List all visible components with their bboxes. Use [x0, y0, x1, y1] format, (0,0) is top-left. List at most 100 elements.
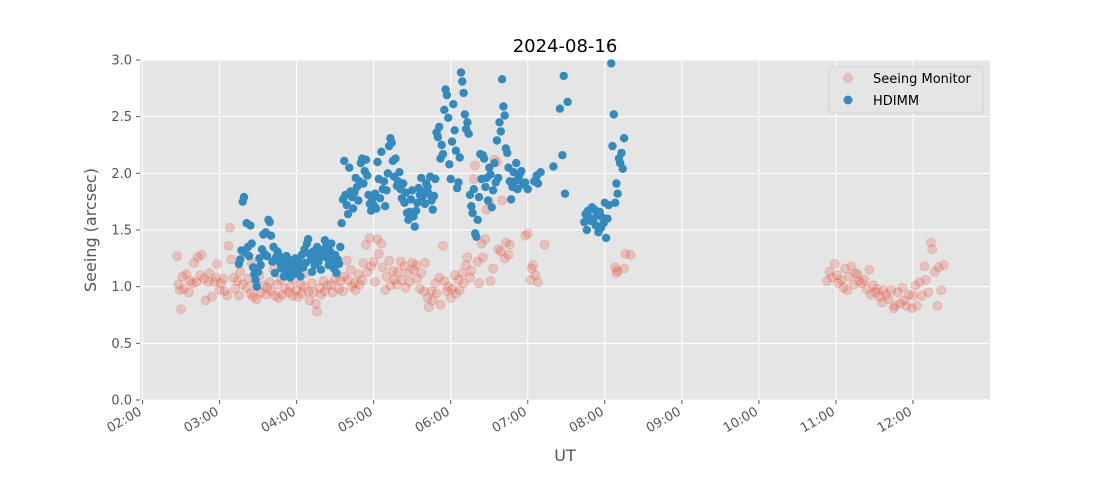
seeing-monitor-point: [827, 272, 838, 283]
hdimm-point: [445, 160, 454, 169]
hdimm-point: [536, 168, 545, 177]
hdimm-point: [467, 202, 476, 211]
seeing-monitor-point: [888, 303, 899, 314]
hdimm-point: [316, 265, 326, 274]
seeing-monitor-point: [414, 283, 425, 294]
seeing-monitor-point: [318, 276, 329, 286]
seeing-monitor-point: [449, 270, 460, 281]
seeing-monitor-point: [192, 252, 203, 263]
seeing-monitor-point: [443, 281, 454, 292]
seeing-monitor-point: [299, 281, 310, 292]
seeing-monitor-point: [925, 237, 936, 248]
seeing-monitor-point: [251, 294, 262, 305]
seeing-monitor-point: [310, 298, 321, 309]
hdimm-point: [486, 170, 495, 179]
seeing-monitor-point: [361, 239, 371, 250]
hdimm-point: [446, 174, 455, 184]
seeing-monitor-point: [277, 289, 288, 300]
seeing-monitor-point: [206, 291, 217, 302]
seeing-monitor-point: [224, 222, 235, 233]
seeing-monitor-point: [461, 260, 472, 271]
seeing-monitor-point: [322, 280, 333, 291]
hdimm-point: [555, 104, 565, 113]
hdimm-point: [494, 173, 503, 183]
seeing-monitor-point: [910, 280, 921, 291]
seeing-monitor-point: [539, 239, 550, 250]
hdimm-point: [345, 163, 354, 172]
legend-marker-hdimm: [843, 95, 853, 105]
hdimm-point: [382, 186, 391, 195]
seeing-monitor-point: [848, 279, 859, 290]
hdimm-point: [517, 166, 526, 176]
hdimm-point: [391, 154, 400, 163]
seeing-monitor-point: [493, 244, 504, 255]
seeing-monitor-point: [215, 278, 226, 289]
seeing-monitor-point: [341, 255, 352, 266]
seeing-monitor-point: [266, 286, 276, 297]
seeing-monitor-point: [465, 272, 475, 283]
seeing-monitor-point: [533, 277, 543, 288]
hdimm-point: [512, 158, 521, 168]
seeing-monitor-point: [380, 285, 391, 296]
seeing-monitor-point: [204, 268, 215, 279]
hdimm-point: [612, 179, 621, 188]
seeing-monitor-point: [223, 240, 234, 251]
seeing-monitor-point: [241, 282, 252, 293]
seeing-monitor-point: [181, 269, 192, 280]
seeing-monitor-point: [316, 289, 326, 300]
seeing-monitor-point: [319, 286, 330, 297]
hdimm-point: [469, 185, 478, 194]
seeing-monitor-point: [372, 234, 383, 245]
seeing-monitor-point: [454, 285, 465, 296]
seeing-monitor-point: [530, 270, 541, 281]
hdimm-point: [401, 188, 410, 197]
hdimm-point: [438, 149, 448, 159]
hdimm-point: [472, 232, 481, 241]
seeing-monitor-point: [522, 228, 533, 239]
legend: Seeing Monitor HDIMM: [828, 66, 984, 114]
hdimm-point: [447, 137, 457, 146]
hdimm-point: [372, 204, 381, 213]
seeing-monitor-point: [886, 285, 897, 296]
seeing-monitor-point: [503, 249, 514, 260]
hdimm-point: [361, 155, 371, 164]
hdimm-point: [359, 179, 368, 188]
seeing-monitor-point: [403, 268, 414, 279]
seeing-monitor-point: [291, 285, 302, 296]
hdimm-point: [437, 140, 446, 150]
hdimm-point: [420, 199, 430, 209]
hdimm-point: [410, 222, 419, 231]
hdimm-point: [521, 178, 530, 187]
seeing-monitor-point: [839, 263, 850, 274]
seeing-monitor-point: [899, 295, 909, 306]
hdimm-point: [449, 100, 458, 109]
seeing-monitor-point: [303, 286, 314, 297]
hdimm-point: [490, 158, 499, 168]
seeing-monitor-point: [283, 287, 294, 298]
seeing-monitor-point: [450, 288, 461, 299]
hdimm-point: [375, 194, 385, 203]
seeing-monitor-point: [345, 264, 356, 275]
hdimm-point: [239, 192, 249, 202]
y-tick-label: 2.5: [111, 110, 132, 125]
seeing-monitor-point: [304, 295, 315, 306]
seeing-monitor-point: [525, 274, 536, 285]
hdimm-point: [400, 198, 409, 207]
seeing-monitor-point: [210, 272, 221, 283]
seeing-monitor-point: [219, 286, 230, 297]
seeing-monitor-point: [854, 276, 864, 286]
seeing-monitor-point: [200, 295, 211, 306]
legend-label-seeing-monitor: Seeing Monitor: [873, 72, 972, 87]
hdimm-point: [464, 129, 473, 138]
hdimm-point: [343, 209, 353, 219]
seeing-monitor-point: [470, 160, 481, 171]
seeing-monitor-point: [488, 263, 499, 274]
seeing-monitor-point: [228, 272, 239, 283]
seeing-monitor-point: [248, 291, 258, 302]
hdimm-point: [381, 202, 390, 211]
seeing-monitor-point: [901, 300, 912, 311]
seeing-monitor-point: [203, 277, 214, 288]
hdimm-point: [363, 171, 372, 180]
hdimm-point: [603, 214, 612, 223]
hdimm-points: [234, 59, 629, 291]
